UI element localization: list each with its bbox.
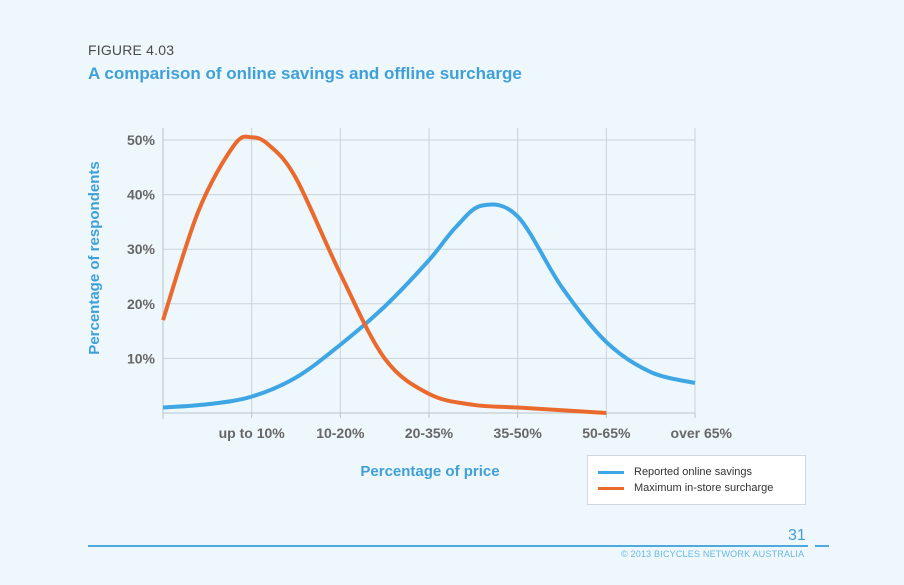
x-tick-label: 50-65% [582,425,631,441]
series-line-instore-surcharge [161,134,607,415]
y-tick-label: 20% [127,296,156,312]
x-tick-labels: up to 10% 10-20% 20-35% 35-50% 50-65% over 65… [219,425,733,441]
y-tick-label: 50% [127,132,156,148]
x-tick-label: 35-50% [494,425,543,441]
legend: Reported online savings Maximum in-store… [587,455,806,505]
y-tick-label: 40% [127,187,156,203]
series-lines [161,134,696,415]
copyright-notice: © 2013 BICYCLES NETWORK AUSTRALIA [621,549,805,559]
legend-swatch [598,470,624,474]
legend-item-instore-surcharge: Maximum in-store surcharge [598,480,805,496]
figure-number: FIGURE 4.03 [88,42,175,58]
y-tick-label: 10% [127,350,156,366]
legend-item-online-savings: Reported online savings [598,464,805,480]
series-line-online-savings [162,202,696,410]
y-tick-labels: 10% 20% 30% 40% 50% [127,132,156,366]
legend-label: Reported online savings [634,466,753,478]
x-tick-label: 10-20% [316,425,365,441]
x-axis-title: Percentage of price [360,463,499,480]
x-tick-label: 20-35% [405,425,454,441]
x-tick-label: over 65% [671,425,733,441]
page-number: 31 [788,527,806,544]
legend-swatch [598,486,624,490]
footer-divider-tail [815,545,829,547]
y-tick-label: 30% [127,241,156,257]
legend-label: Maximum in-store surcharge [634,482,774,494]
footer-divider [88,545,808,547]
y-axis-title: Percentage of respondents [86,161,103,354]
x-tick-label: up to 10% [219,425,286,441]
grid-lines [163,128,696,413]
figure-title: A comparison of online savings and offli… [88,64,522,83]
